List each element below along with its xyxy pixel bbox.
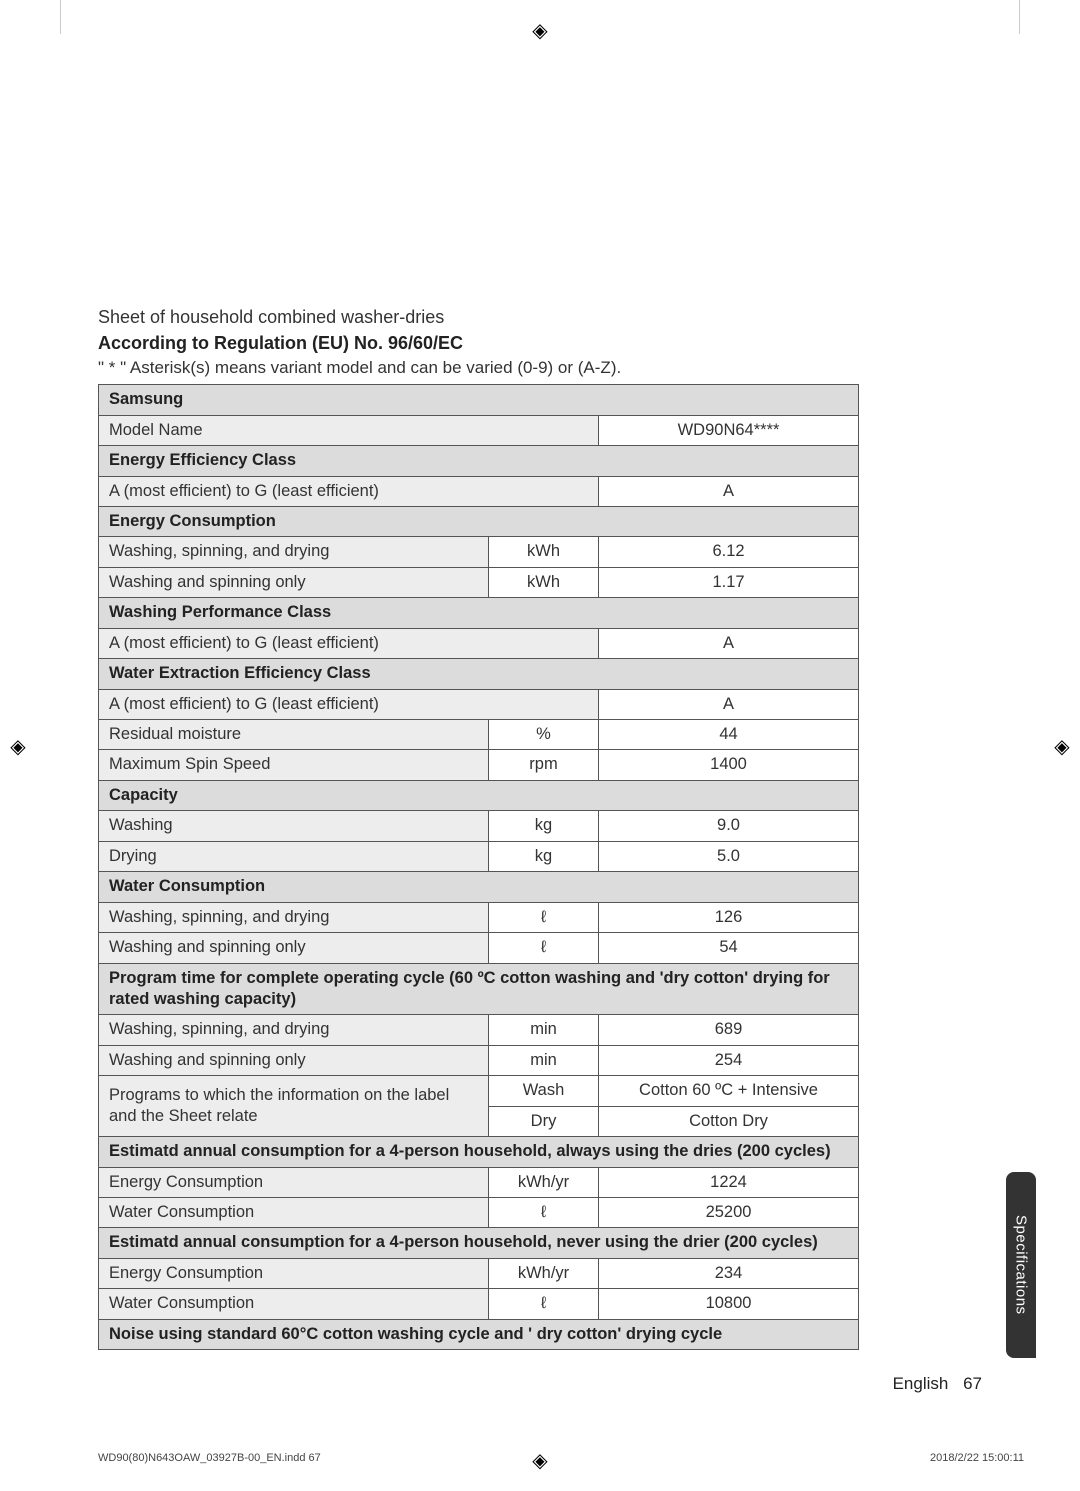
row-value: 126 — [599, 902, 859, 932]
row-unit: kg — [489, 841, 599, 871]
row-label: Water Consumption — [99, 1289, 489, 1319]
row-value: Cotton Dry — [599, 1106, 859, 1136]
section-header: Energy Consumption — [99, 506, 859, 536]
row-value: WD90N64**** — [599, 415, 859, 445]
row-label: Energy Consumption — [99, 1258, 489, 1288]
row-label: Programs to which the information on the… — [99, 1076, 489, 1137]
row-value: A — [599, 476, 859, 506]
section-header: Noise using standard 60°C cotton washing… — [99, 1319, 859, 1349]
row-value: 44 — [599, 720, 859, 750]
section-header: Water Consumption — [99, 872, 859, 902]
print-file: WD90(80)N643OAW_03927B-00_EN.indd 67 — [98, 1452, 321, 1464]
crop-mark — [1019, 0, 1020, 34]
row-label: Washing, spinning, and drying — [99, 537, 489, 567]
row-value: 1400 — [599, 750, 859, 780]
row-label: A (most efficient) to G (least efficient… — [99, 628, 599, 658]
row-label: Residual moisture — [99, 720, 489, 750]
row-value: 1.17 — [599, 567, 859, 597]
footer-page-number: 67 — [963, 1374, 982, 1393]
section-header: Washing Performance Class — [99, 598, 859, 628]
row-unit: kWh/yr — [489, 1258, 599, 1288]
row-unit: min — [489, 1015, 599, 1045]
row-unit: rpm — [489, 750, 599, 780]
row-unit: % — [489, 720, 599, 750]
specification-table: Samsung Model NameWD90N64****Energy Effi… — [98, 384, 859, 1350]
section-header: Estimatd annual consumption for a 4-pers… — [99, 1228, 859, 1258]
crop-mark — [60, 0, 61, 34]
row-unit: min — [489, 1045, 599, 1075]
print-date: 2018/2/22 15:00:11 — [930, 1452, 1024, 1464]
registration-mark-icon — [528, 18, 552, 42]
row-unit: ℓ — [489, 1198, 599, 1228]
asterisk-note: " * " Asterisk(s) means variant model an… — [98, 358, 982, 378]
row-label: Washing — [99, 811, 489, 841]
row-unit: ℓ — [489, 1289, 599, 1319]
row-label: Maximum Spin Speed — [99, 750, 489, 780]
row-value: Cotton 60 ºC + Intensive — [599, 1076, 859, 1106]
row-label: Energy Consumption — [99, 1167, 489, 1197]
row-value: A — [599, 689, 859, 719]
row-unit: Dry — [489, 1106, 599, 1136]
row-value: 6.12 — [599, 537, 859, 567]
intro-regulation: According to Regulation (EU) No. 96/60/E… — [98, 330, 982, 356]
row-value: A — [599, 628, 859, 658]
row-unit: ℓ — [489, 902, 599, 932]
row-unit: kWh — [489, 567, 599, 597]
section-header: Program time for complete operating cycl… — [99, 963, 859, 1015]
intro-line-1: Sheet of household combined washer-dries — [98, 304, 982, 330]
row-value: 1224 — [599, 1167, 859, 1197]
side-tab-label: Specifications — [1013, 1215, 1030, 1315]
page-footer: English 67 — [98, 1374, 982, 1394]
row-label: A (most efficient) to G (least efficient… — [99, 689, 599, 719]
row-value: 254 — [599, 1045, 859, 1075]
row-label: Model Name — [99, 415, 599, 445]
section-header: Estimatd annual consumption for a 4-pers… — [99, 1137, 859, 1167]
print-footer: WD90(80)N643OAW_03927B-00_EN.indd 67 201… — [98, 1452, 1024, 1464]
row-value: 234 — [599, 1258, 859, 1288]
row-label: Drying — [99, 841, 489, 871]
row-value: 689 — [599, 1015, 859, 1045]
row-label: Washing, spinning, and drying — [99, 902, 489, 932]
side-tab: Specifications — [1006, 1172, 1036, 1358]
row-label: A (most efficient) to G (least efficient… — [99, 476, 599, 506]
section-header: Water Extraction Efficiency Class — [99, 659, 859, 689]
registration-mark-icon — [1050, 734, 1074, 758]
row-unit: kWh/yr — [489, 1167, 599, 1197]
row-value: 5.0 — [599, 841, 859, 871]
row-label: Washing and spinning only — [99, 567, 489, 597]
row-label: Washing, spinning, and drying — [99, 1015, 489, 1045]
section-header: Energy Efficiency Class — [99, 446, 859, 476]
page-content: Sheet of household combined washer-dries… — [98, 304, 982, 1350]
row-value: 54 — [599, 933, 859, 963]
section-header: Capacity — [99, 780, 859, 810]
row-value: 9.0 — [599, 811, 859, 841]
brand-header: Samsung — [99, 385, 859, 415]
row-label: Washing and spinning only — [99, 1045, 489, 1075]
row-label: Water Consumption — [99, 1198, 489, 1228]
row-unit: kg — [489, 811, 599, 841]
registration-mark-icon — [6, 734, 30, 758]
row-label: Washing and spinning only — [99, 933, 489, 963]
footer-language: English — [893, 1374, 949, 1393]
row-unit: kWh — [489, 537, 599, 567]
row-unit: Wash — [489, 1076, 599, 1106]
row-value: 10800 — [599, 1289, 859, 1319]
row-unit: ℓ — [489, 933, 599, 963]
row-value: 25200 — [599, 1198, 859, 1228]
